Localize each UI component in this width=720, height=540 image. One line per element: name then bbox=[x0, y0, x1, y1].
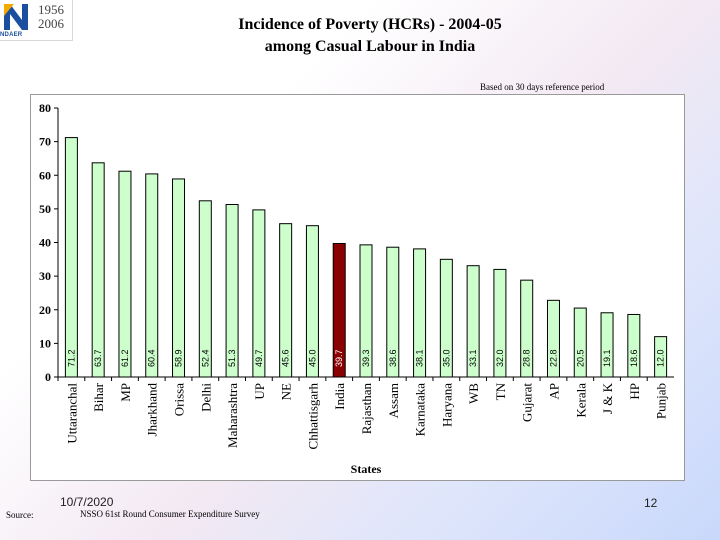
y-tick-label: 0 bbox=[45, 370, 51, 384]
bar bbox=[439, 258, 453, 378]
bar bbox=[279, 223, 293, 378]
data-label: 45.0 bbox=[307, 349, 317, 367]
data-label: 32.0 bbox=[495, 349, 505, 367]
y-tick-label: 50 bbox=[39, 202, 51, 216]
data-label: 45.6 bbox=[281, 349, 291, 367]
x-tick-label: Assam bbox=[386, 383, 401, 418]
x-tick-label: Bihar bbox=[91, 382, 106, 412]
bar bbox=[64, 137, 78, 378]
bar bbox=[305, 225, 319, 378]
y-tick-label: 40 bbox=[39, 236, 51, 250]
logo-word: NDAER bbox=[0, 32, 23, 38]
x-tick-label: Uttaranchal bbox=[64, 383, 79, 444]
bar bbox=[520, 279, 534, 378]
slide-date: 10/7/2020 bbox=[60, 495, 114, 509]
slide-number: 12 bbox=[644, 496, 658, 510]
bar bbox=[386, 246, 400, 378]
x-tick-label: Delhi bbox=[198, 383, 213, 412]
y-tick-label: 30 bbox=[39, 269, 51, 283]
bar bbox=[145, 173, 159, 378]
data-label: 12.0 bbox=[656, 349, 666, 367]
bar bbox=[627, 313, 641, 378]
plot-frame: 0 10 20 30 40 50 60 70 80 71.2 Uttaranchal 63.7 Biha… bbox=[30, 94, 685, 481]
data-label: 58.9 bbox=[174, 349, 184, 367]
reference-period-note: Based on 30 days reference period bbox=[480, 82, 605, 92]
x-tick-label: Rajasthan bbox=[359, 383, 374, 435]
chart-title-line2: among Casual Labour in India bbox=[264, 38, 476, 55]
x-tick-label: NE bbox=[279, 383, 294, 400]
bar bbox=[573, 307, 587, 378]
bar bbox=[118, 170, 132, 378]
source-text: NSSO 61st Round Consumer Expenditure Sur… bbox=[80, 509, 260, 519]
data-label: 39.3 bbox=[361, 349, 371, 367]
logo-mark-icon bbox=[4, 4, 28, 30]
x-tick-label: Kerala bbox=[573, 383, 588, 418]
bar bbox=[198, 200, 212, 378]
data-label: 28.8 bbox=[522, 349, 532, 367]
data-label: 63.7 bbox=[93, 349, 103, 367]
source-label: Source: bbox=[6, 510, 34, 520]
bar bbox=[493, 268, 507, 378]
bar-chart: 0 10 20 30 40 50 60 70 80 71.2 Uttaranchal 63.7 Biha… bbox=[39, 101, 674, 476]
data-label: 52.4 bbox=[200, 349, 210, 367]
data-label: 51.3 bbox=[227, 349, 237, 367]
x-tick-label: Orissa bbox=[172, 383, 187, 416]
x-tick-label: India bbox=[332, 383, 347, 410]
y-tick-label: 80 bbox=[39, 101, 51, 115]
x-tick-label: MP bbox=[118, 383, 133, 402]
x-tick-label: Gujarat bbox=[520, 383, 535, 422]
chart-title: Incidence of Poverty (HCRs) - 2004-05 am… bbox=[140, 14, 600, 58]
y-tick-label: 20 bbox=[39, 303, 51, 317]
bar bbox=[91, 162, 105, 378]
x-tick-label: Karnataka bbox=[413, 383, 428, 437]
logo-year-bottom: 2006 bbox=[38, 16, 64, 31]
x-tick-label: TN bbox=[493, 382, 508, 400]
data-label: 49.7 bbox=[254, 349, 264, 367]
bar bbox=[172, 178, 186, 378]
bar bbox=[413, 248, 427, 378]
data-label: 19.1 bbox=[602, 349, 612, 367]
x-tick-label: AP bbox=[546, 383, 561, 400]
bar bbox=[546, 299, 560, 378]
logo-year-top: 1956 bbox=[38, 2, 64, 17]
bar bbox=[466, 265, 480, 378]
data-label: 33.1 bbox=[468, 349, 478, 367]
y-tick-label: 60 bbox=[39, 168, 51, 182]
logo: NDAER 1956 2006 bbox=[0, 0, 73, 41]
chart-title-line1: Incidence of Poverty (HCRs) - 2004-05 bbox=[238, 16, 502, 33]
y-tick-label: 10 bbox=[39, 336, 51, 350]
data-label: 39.7 bbox=[334, 349, 344, 367]
data-label: 71.2 bbox=[66, 349, 76, 367]
x-tick-label: Punjab bbox=[654, 383, 669, 419]
data-label: 20.5 bbox=[575, 349, 585, 367]
data-label: 38.6 bbox=[388, 349, 398, 367]
bar bbox=[359, 244, 373, 378]
data-label: 22.8 bbox=[548, 349, 558, 367]
y-tick-label: 70 bbox=[39, 135, 51, 149]
data-label: 61.2 bbox=[120, 349, 130, 367]
x-tick-label: HP bbox=[627, 383, 642, 400]
x-tick-label: Maharashtra bbox=[225, 383, 240, 448]
bar bbox=[600, 312, 614, 378]
bar bbox=[225, 204, 239, 378]
data-label: 38.1 bbox=[415, 349, 425, 367]
data-label: 18.6 bbox=[629, 349, 639, 367]
x-tick-label: J & K bbox=[600, 382, 615, 414]
x-tick-label: Jharkhand bbox=[145, 383, 160, 437]
x-tick-label: WB bbox=[466, 383, 481, 404]
data-label: 60.4 bbox=[147, 349, 157, 367]
x-tick-label: UP bbox=[252, 383, 267, 400]
bar bbox=[252, 209, 266, 378]
x-axis-title: States bbox=[351, 462, 382, 476]
data-label: 35.0 bbox=[441, 349, 451, 367]
x-tick-label: Chhattisgarh bbox=[305, 383, 320, 450]
bar bbox=[654, 336, 668, 378]
bar bbox=[332, 243, 346, 378]
x-tick-label: Haryana bbox=[439, 383, 454, 427]
